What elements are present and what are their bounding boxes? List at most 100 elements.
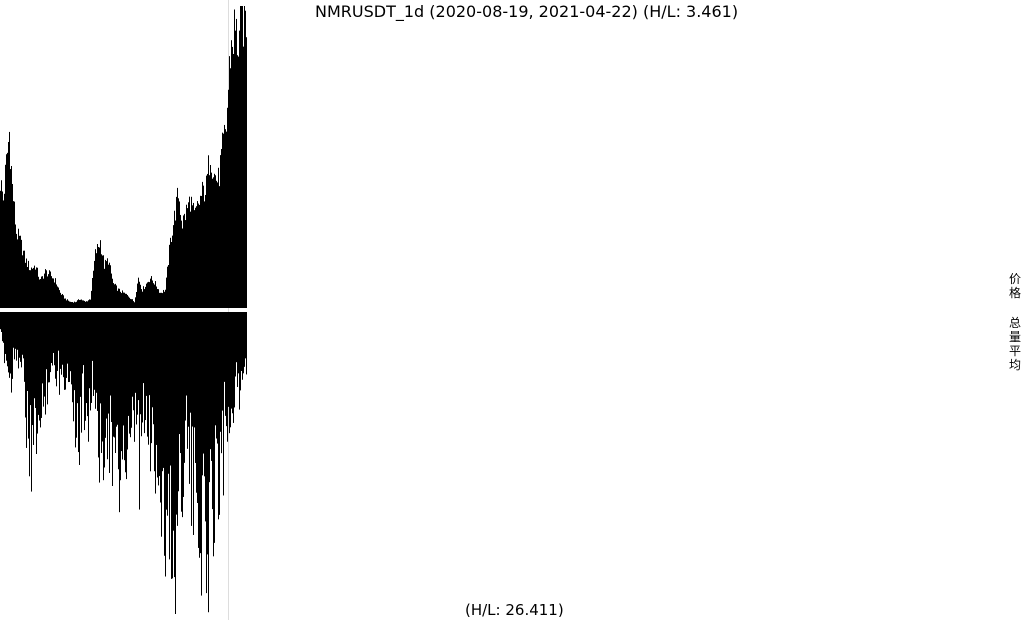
volume-bar bbox=[47, 312, 48, 405]
price-bar bbox=[50, 271, 51, 308]
price-bar bbox=[243, 46, 244, 308]
price-bar bbox=[136, 291, 137, 308]
price-bar bbox=[58, 287, 59, 308]
volume-bar bbox=[182, 312, 183, 518]
price-bar bbox=[80, 299, 81, 308]
price-bar bbox=[217, 182, 218, 308]
volume-bar bbox=[33, 312, 34, 445]
volume-bar bbox=[189, 312, 190, 484]
volume-bar bbox=[31, 312, 32, 492]
price-bar bbox=[25, 262, 26, 308]
price-bar bbox=[174, 210, 175, 308]
price-bar bbox=[26, 258, 27, 308]
volume-bar bbox=[108, 312, 109, 414]
price-bar bbox=[151, 276, 152, 308]
volume-bar bbox=[97, 312, 98, 411]
volume-bar bbox=[74, 312, 75, 391]
volume-bar bbox=[35, 312, 36, 408]
volume-bar bbox=[212, 312, 213, 510]
volume-bar bbox=[105, 312, 106, 438]
price-bar bbox=[182, 228, 183, 308]
price-bar bbox=[134, 302, 135, 308]
price-bar bbox=[22, 255, 23, 308]
volume-bar bbox=[126, 312, 127, 480]
volume-bar bbox=[133, 312, 134, 411]
volume-bar bbox=[183, 312, 184, 497]
volume-bar bbox=[4, 312, 5, 364]
volume-bar bbox=[15, 312, 16, 349]
volume-bar bbox=[228, 312, 229, 407]
volume-bar bbox=[129, 312, 130, 434]
volume-bar bbox=[130, 312, 131, 438]
price-bar bbox=[116, 285, 117, 308]
volume-bar bbox=[205, 312, 206, 522]
volume-bar bbox=[246, 312, 247, 375]
price-bar bbox=[175, 220, 176, 308]
price-bar bbox=[8, 141, 9, 308]
volume-bar bbox=[120, 312, 121, 481]
volume-bar bbox=[204, 312, 205, 477]
volume-bar bbox=[118, 312, 119, 470]
price-bar bbox=[218, 167, 219, 308]
volume-bar bbox=[202, 312, 203, 476]
price-bar bbox=[240, 6, 241, 308]
volume-bar bbox=[222, 312, 223, 411]
price-bar bbox=[214, 173, 215, 308]
price-bar bbox=[143, 286, 144, 308]
volume-bar bbox=[22, 312, 23, 355]
price-bar bbox=[242, 6, 243, 308]
price-bar bbox=[56, 284, 57, 308]
price-bar bbox=[60, 292, 61, 308]
volume-bar bbox=[214, 312, 215, 543]
price-bar bbox=[224, 124, 225, 308]
price-bar bbox=[210, 164, 211, 308]
price-bar bbox=[169, 244, 170, 308]
volume-bar bbox=[79, 312, 80, 465]
price-bar bbox=[40, 278, 41, 308]
volume-bar bbox=[19, 312, 20, 358]
price-bar bbox=[171, 241, 172, 308]
volume-bar bbox=[83, 312, 84, 366]
price-bars bbox=[0, 6, 247, 309]
volume-bar bbox=[16, 312, 17, 361]
volume-bar bbox=[39, 312, 40, 421]
volume-bar bbox=[51, 312, 52, 363]
volume-bar bbox=[24, 312, 25, 382]
price-bar bbox=[112, 278, 113, 308]
price-bar bbox=[173, 225, 174, 308]
price-bar bbox=[168, 265, 169, 308]
price-bar bbox=[4, 193, 5, 308]
price-bar bbox=[121, 293, 122, 308]
volume-bar bbox=[154, 312, 155, 472]
price-bar bbox=[195, 207, 196, 308]
volume-bar bbox=[72, 312, 73, 403]
price-bar bbox=[154, 284, 155, 308]
volume-bar bbox=[91, 312, 92, 403]
volume-bar bbox=[190, 312, 191, 413]
price-bar bbox=[226, 131, 227, 308]
price-bar bbox=[215, 175, 216, 308]
volume-bar bbox=[57, 312, 58, 371]
price-bar bbox=[65, 298, 66, 308]
price-bar bbox=[48, 274, 49, 308]
volume-bar bbox=[107, 312, 108, 460]
price-bar bbox=[90, 299, 91, 308]
price-bar bbox=[11, 166, 12, 308]
volume-bar bbox=[232, 312, 233, 414]
volume-bar bbox=[193, 312, 194, 535]
volume-bar bbox=[44, 312, 45, 397]
volume-bar bbox=[26, 312, 27, 448]
volume-bar bbox=[236, 312, 237, 363]
price-bar bbox=[227, 107, 228, 308]
price-bar bbox=[241, 6, 242, 308]
volume-bar bbox=[124, 312, 125, 461]
price-bar bbox=[149, 282, 150, 308]
price-bar bbox=[199, 204, 200, 308]
price-bar bbox=[160, 292, 161, 308]
price-bar bbox=[19, 235, 20, 308]
price-bar bbox=[27, 267, 28, 308]
price-bar bbox=[177, 187, 178, 308]
volume-bar bbox=[21, 312, 22, 368]
volume-bar bbox=[206, 312, 207, 594]
price-bar bbox=[196, 206, 197, 308]
